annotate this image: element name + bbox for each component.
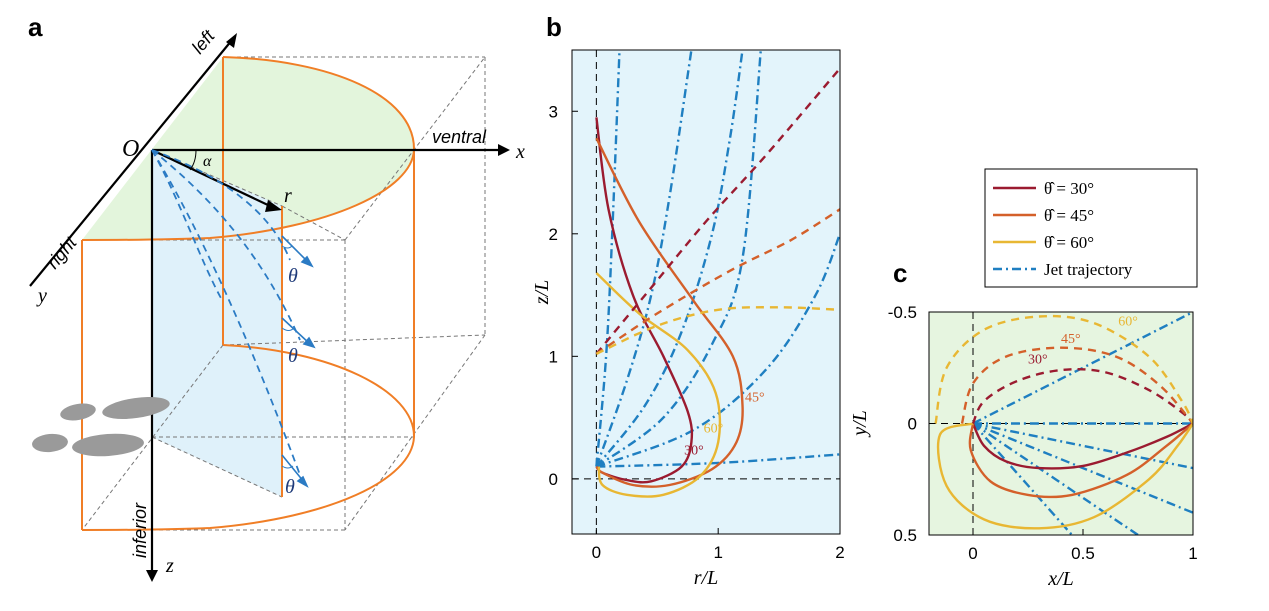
panel-b-xlabel: r/L — [694, 567, 718, 589]
panel-b-series-2-solid — [595, 137, 744, 488]
panel-c-xtick-label-2: 0.5 — [1071, 544, 1095, 563]
label-alpha: α — [203, 153, 212, 170]
legend-label-2: θ̂ = 45° — [1044, 206, 1094, 225]
panel-b-series-4-dashed — [595, 67, 840, 355]
panel-b-xtick-label-2: 1 — [713, 543, 722, 562]
panel-b-annotation-2: 60° — [704, 421, 724, 436]
panel-c-jet-trajectory-1 — [972, 312, 1193, 425]
panel-b-annotation-3: 45° — [745, 391, 765, 406]
panel-b-jet-trajectory-3 — [595, 50, 744, 468]
label-z-axis: z — [165, 555, 174, 577]
panel-b-jet-trajectory-1 — [595, 50, 621, 467]
panel-c-annotation-1: 30° — [1028, 352, 1048, 367]
panel-b-ytick-label-4: 3 — [549, 102, 558, 121]
panel-c-series-1-solid — [971, 422, 1193, 470]
panel-a-schematic: a — [28, 12, 525, 582]
panel-letter-b: b — [546, 12, 562, 42]
panel-c-jet-trajectory-4 — [972, 422, 1193, 514]
label-y-axis: y — [36, 285, 47, 307]
panel-b-frame — [571, 49, 841, 535]
panel-b-ytick-label-3: 2 — [549, 225, 558, 244]
panel-b-series-3-solid — [595, 272, 722, 498]
panel-c-ytick-label-1: -0.5 — [888, 303, 917, 322]
panel-b-plot-background — [572, 50, 840, 534]
label-ventral: ventral — [432, 127, 487, 147]
panel-c-series-5-dashed — [960, 346, 1193, 425]
panel-c-ytick-label-3: 0.5 — [893, 526, 917, 545]
side-plane-fill — [152, 150, 282, 497]
panel-letter-a: a — [28, 12, 43, 42]
panel-b-jet-trajectory-6 — [596, 453, 840, 468]
label-left: left — [188, 26, 219, 58]
theta-arcs — [281, 245, 295, 469]
label-inferior: inferior — [130, 502, 150, 558]
alpha-arc — [189, 149, 197, 171]
label-theta-3: θ — [285, 476, 295, 498]
legend-label-1: θ̂ = 30° — [1044, 179, 1094, 198]
panel-letter-c: c — [893, 258, 907, 288]
panel-b-jet-trajectory-2 — [595, 50, 693, 467]
label-right: right — [43, 232, 81, 272]
panel-b-plot-area: 30°60° 45° — [572, 50, 840, 534]
label-r: r — [284, 185, 292, 207]
label-origin: O — [122, 136, 139, 162]
panel-b-series-6-dashed — [595, 306, 840, 355]
footprint-shadow — [32, 397, 170, 457]
panel-c-annotation-2: 45° — [1061, 332, 1081, 347]
panel-c-xtick-label-1: 0 — [968, 544, 977, 563]
legend-label-3: θ̂ = 60° — [1044, 233, 1094, 252]
panel-b-xtick-label-1: 0 — [592, 543, 601, 562]
label-theta-2: θ — [288, 345, 298, 367]
panel-c-series-4-dashed — [971, 367, 1193, 425]
panel-c-ytick-label-2: 0 — [908, 415, 917, 434]
panel-b-annotation-1: 30° — [684, 443, 704, 458]
panel-b-jet-trajectory-4 — [595, 50, 762, 468]
panel-b-ytick-label-1: 0 — [549, 470, 558, 489]
panel-b-xtick-label-3: 2 — [835, 543, 844, 562]
legend: θ̂ = 30° θ̂ = 45° θ̂ = 60° Jet trajectory — [984, 168, 1198, 288]
panel-b-ytick-label-2: 1 — [549, 347, 558, 366]
panel-c-xtick-label-3: 1 — [1188, 544, 1197, 563]
jet-rays — [151, 149, 301, 476]
panel-b-series-5-dashed — [595, 208, 840, 355]
panel-b-ylabel: z/L — [531, 280, 553, 305]
panel-c-series-3-solid — [936, 422, 1193, 530]
panel-c-jet-trajectory-5 — [972, 422, 1139, 535]
panel-c-xlabel: x/L — [1047, 568, 1074, 590]
label-theta-1: θ — [288, 265, 298, 287]
panel-c-annotation-3: 60° — [1118, 314, 1138, 329]
panel-b-jet-trajectory-5 — [595, 233, 840, 468]
panel-b-series-1-solid — [595, 117, 694, 484]
label-x-axis: x — [515, 141, 525, 163]
panel-c-series-2-solid — [968, 422, 1193, 499]
axis-arrowheads — [146, 33, 510, 582]
theta-arrows — [281, 235, 316, 488]
panel-b-chart: 30°60° 45° 0 1 2 0 1 2 3 r/L z/L — [531, 49, 845, 589]
panel-c-series-6-dashed — [934, 314, 1193, 425]
legend-label-4: Jet trajectory — [1044, 260, 1133, 279]
panel-c-ylabel: y/L — [849, 410, 871, 438]
panel-c-chart: 30° 45° 60° 0 0.5 1 -0.5 0 0.5 x/L y/L — [849, 303, 1198, 590]
panel-c-plot-area: 30° 45° 60° — [929, 312, 1193, 535]
